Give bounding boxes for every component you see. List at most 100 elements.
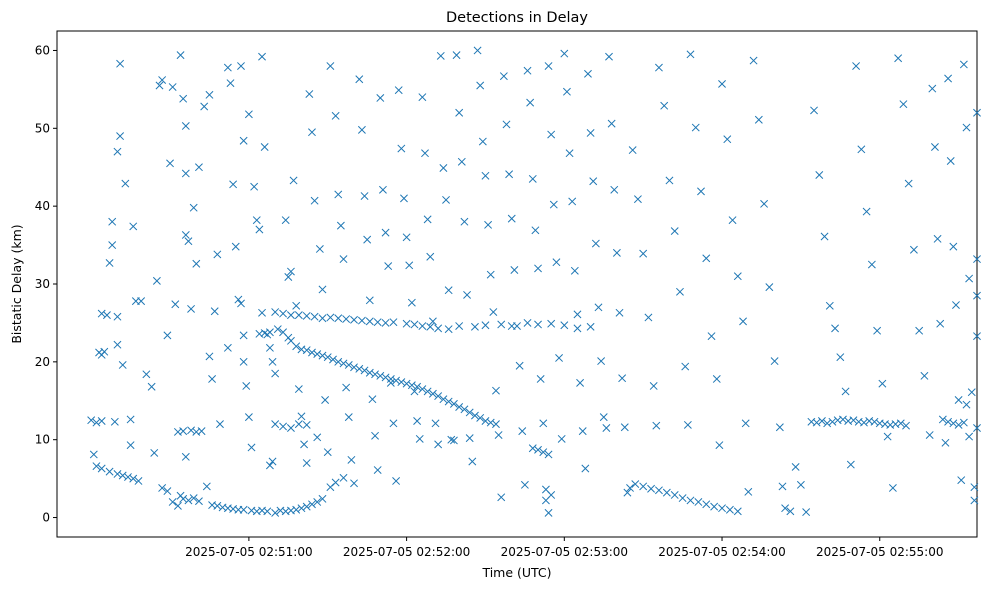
data-point: [497, 320, 506, 329]
data-point: [710, 502, 719, 511]
data-point: [944, 417, 953, 426]
data-point: [271, 420, 280, 429]
data-point: [302, 459, 311, 467]
data-point: [915, 326, 924, 335]
data-point: [531, 226, 540, 235]
data-point: [928, 84, 937, 93]
data-point: [733, 272, 742, 281]
data-point: [384, 262, 393, 271]
data-point: [118, 471, 127, 480]
data-point: [202, 482, 211, 491]
data-point: [460, 405, 469, 414]
data-point: [265, 328, 274, 337]
data-point: [775, 423, 784, 432]
plot-area: [56, 30, 978, 538]
data-point: [426, 322, 435, 331]
data-point: [449, 436, 458, 445]
data-point: [184, 237, 193, 246]
data-point: [116, 132, 125, 141]
data-point: [444, 325, 453, 334]
data-point: [652, 421, 661, 430]
data-point: [210, 307, 219, 316]
data-point: [357, 125, 366, 134]
data-point: [954, 396, 963, 404]
data-point: [694, 498, 703, 506]
data-point: [286, 311, 295, 320]
data-point: [578, 427, 587, 436]
data-point: [110, 417, 119, 426]
data-point: [938, 415, 947, 424]
data-point: [113, 312, 122, 321]
data-point: [265, 343, 274, 352]
data-point: [660, 101, 669, 110]
data-point: [279, 309, 288, 318]
data-point: [173, 501, 182, 510]
x-tick-label: 2025-07-05 02:51:00: [185, 545, 312, 559]
data-point: [271, 308, 280, 316]
data-point: [129, 222, 138, 231]
data-point: [786, 507, 795, 516]
data-point: [718, 79, 726, 88]
data-point: [105, 467, 114, 476]
data-point: [200, 102, 209, 111]
data-point: [192, 259, 201, 268]
data-point: [930, 143, 939, 151]
data-point: [342, 315, 351, 323]
data-point: [329, 355, 337, 364]
data-point: [347, 455, 356, 464]
y-tick-label: 10: [35, 433, 50, 447]
data-point: [223, 63, 232, 72]
data-point: [350, 363, 358, 372]
data-point: [925, 431, 934, 439]
data-point: [134, 476, 143, 485]
data-point: [302, 311, 311, 320]
data-point: [444, 286, 453, 295]
data-point: [902, 421, 910, 430]
data-point: [150, 448, 159, 457]
data-point: [573, 324, 582, 333]
data-point: [163, 331, 172, 340]
data-point: [702, 500, 711, 509]
data-point: [841, 387, 850, 396]
data-point: [455, 108, 464, 117]
data-point: [392, 476, 401, 485]
data-point: [602, 424, 611, 432]
data-point: [744, 487, 753, 496]
data-point: [250, 182, 259, 191]
data-point: [812, 418, 821, 427]
data-point: [539, 448, 548, 457]
data-point: [292, 342, 301, 351]
data-point: [126, 441, 135, 450]
data-point: [852, 62, 861, 70]
data-point: [754, 115, 763, 124]
data-point: [973, 108, 981, 117]
data-point: [373, 466, 382, 475]
data-point: [683, 420, 692, 429]
data-point: [586, 322, 595, 331]
data-point: [481, 417, 490, 425]
data-point: [639, 482, 648, 491]
data-point: [428, 389, 437, 398]
data-point: [860, 418, 868, 427]
data-point: [612, 248, 621, 257]
x-tick-label: 2025-07-05 02:55:00: [816, 545, 943, 559]
data-point: [426, 252, 435, 261]
data-point: [339, 359, 348, 368]
data-point: [591, 239, 600, 248]
data-point: [870, 417, 879, 426]
data-point: [534, 445, 542, 454]
data-point: [439, 164, 448, 172]
data-point: [258, 308, 266, 317]
data-point: [415, 434, 424, 443]
data-point: [310, 312, 319, 321]
data-point: [152, 276, 161, 285]
x-tick-label: 2025-07-05 02:54:00: [658, 545, 785, 559]
data-point: [610, 185, 619, 194]
data-point: [878, 379, 887, 388]
data-point: [413, 417, 422, 425]
data-point: [959, 60, 968, 69]
data-point: [402, 319, 411, 328]
data-point: [523, 66, 532, 75]
data-point: [486, 270, 495, 279]
data-point: [802, 508, 811, 517]
